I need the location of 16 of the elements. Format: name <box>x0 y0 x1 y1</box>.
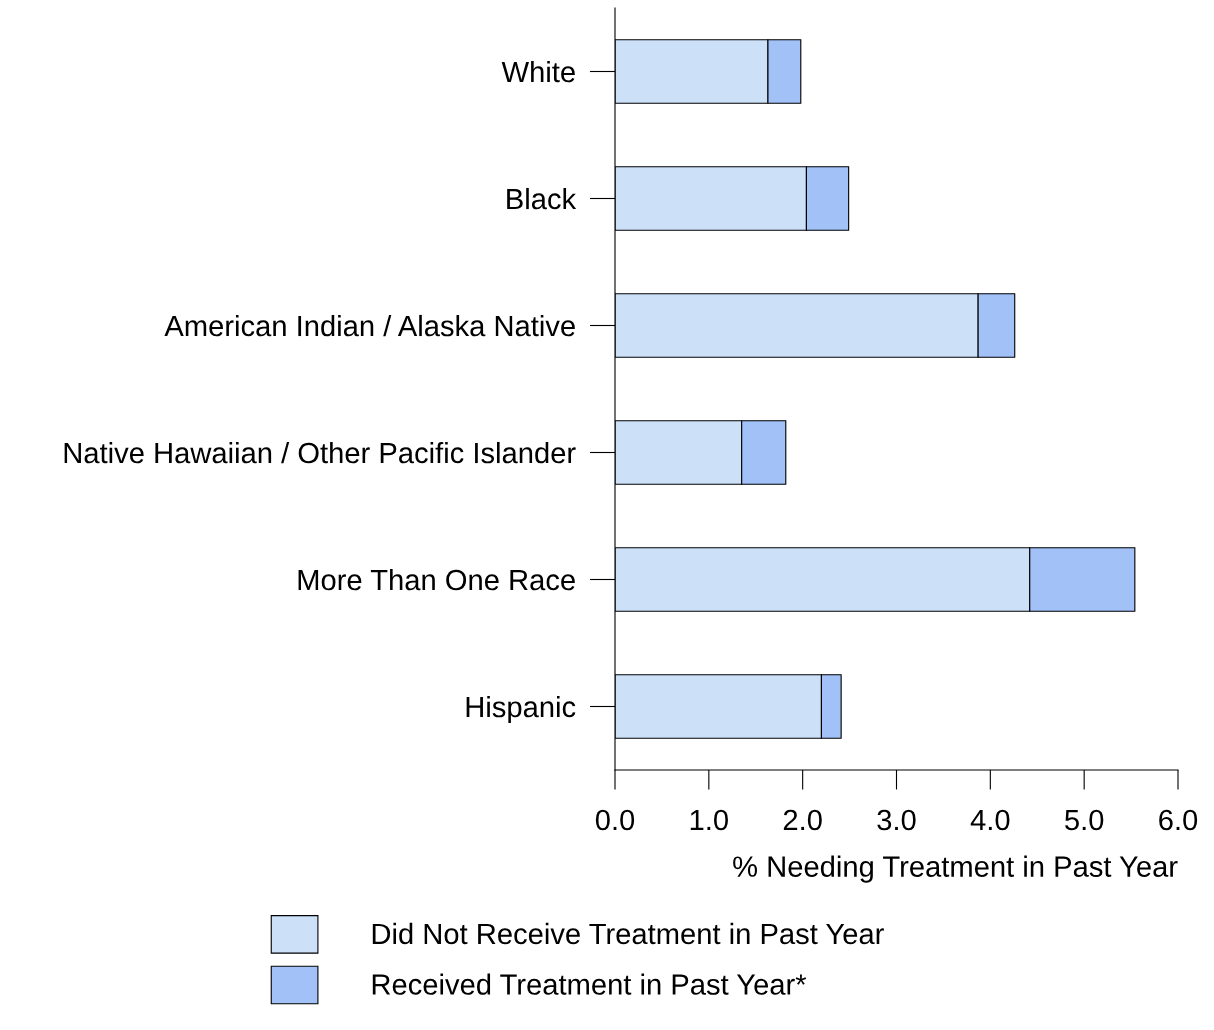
y-tick-label: Hispanic <box>466 695 576 724</box>
x-tick-label: 5.0 <box>1065 809 1104 831</box>
y-tick-label: White <box>501 60 575 83</box>
legend-label: Received Treatment in Past Year* <box>372 973 807 995</box>
y-tick-label: Native Hawaiian / Other Pacific Islander <box>64 441 576 464</box>
legend-label: Did Not Receive Treatment in Past Year <box>372 922 884 945</box>
x-tick-label: 4.0 <box>970 809 1010 831</box>
x-tick-label: 0.0 <box>595 809 635 831</box>
y-tick-label: Black <box>507 187 577 210</box>
y-tick-label: More Than One Race <box>298 568 575 591</box>
y-tick-label: American Indian / Alaska Native <box>164 314 575 337</box>
x-tick-label: 6.0 <box>1159 809 1198 831</box>
x-tick-label: 3.0 <box>877 809 916 831</box>
x-tick-label: 1.0 <box>690 809 728 831</box>
x-axis-title: % Needing Treatment in Past Year <box>733 855 1178 883</box>
x-tick-label: 2.0 <box>783 809 822 831</box>
